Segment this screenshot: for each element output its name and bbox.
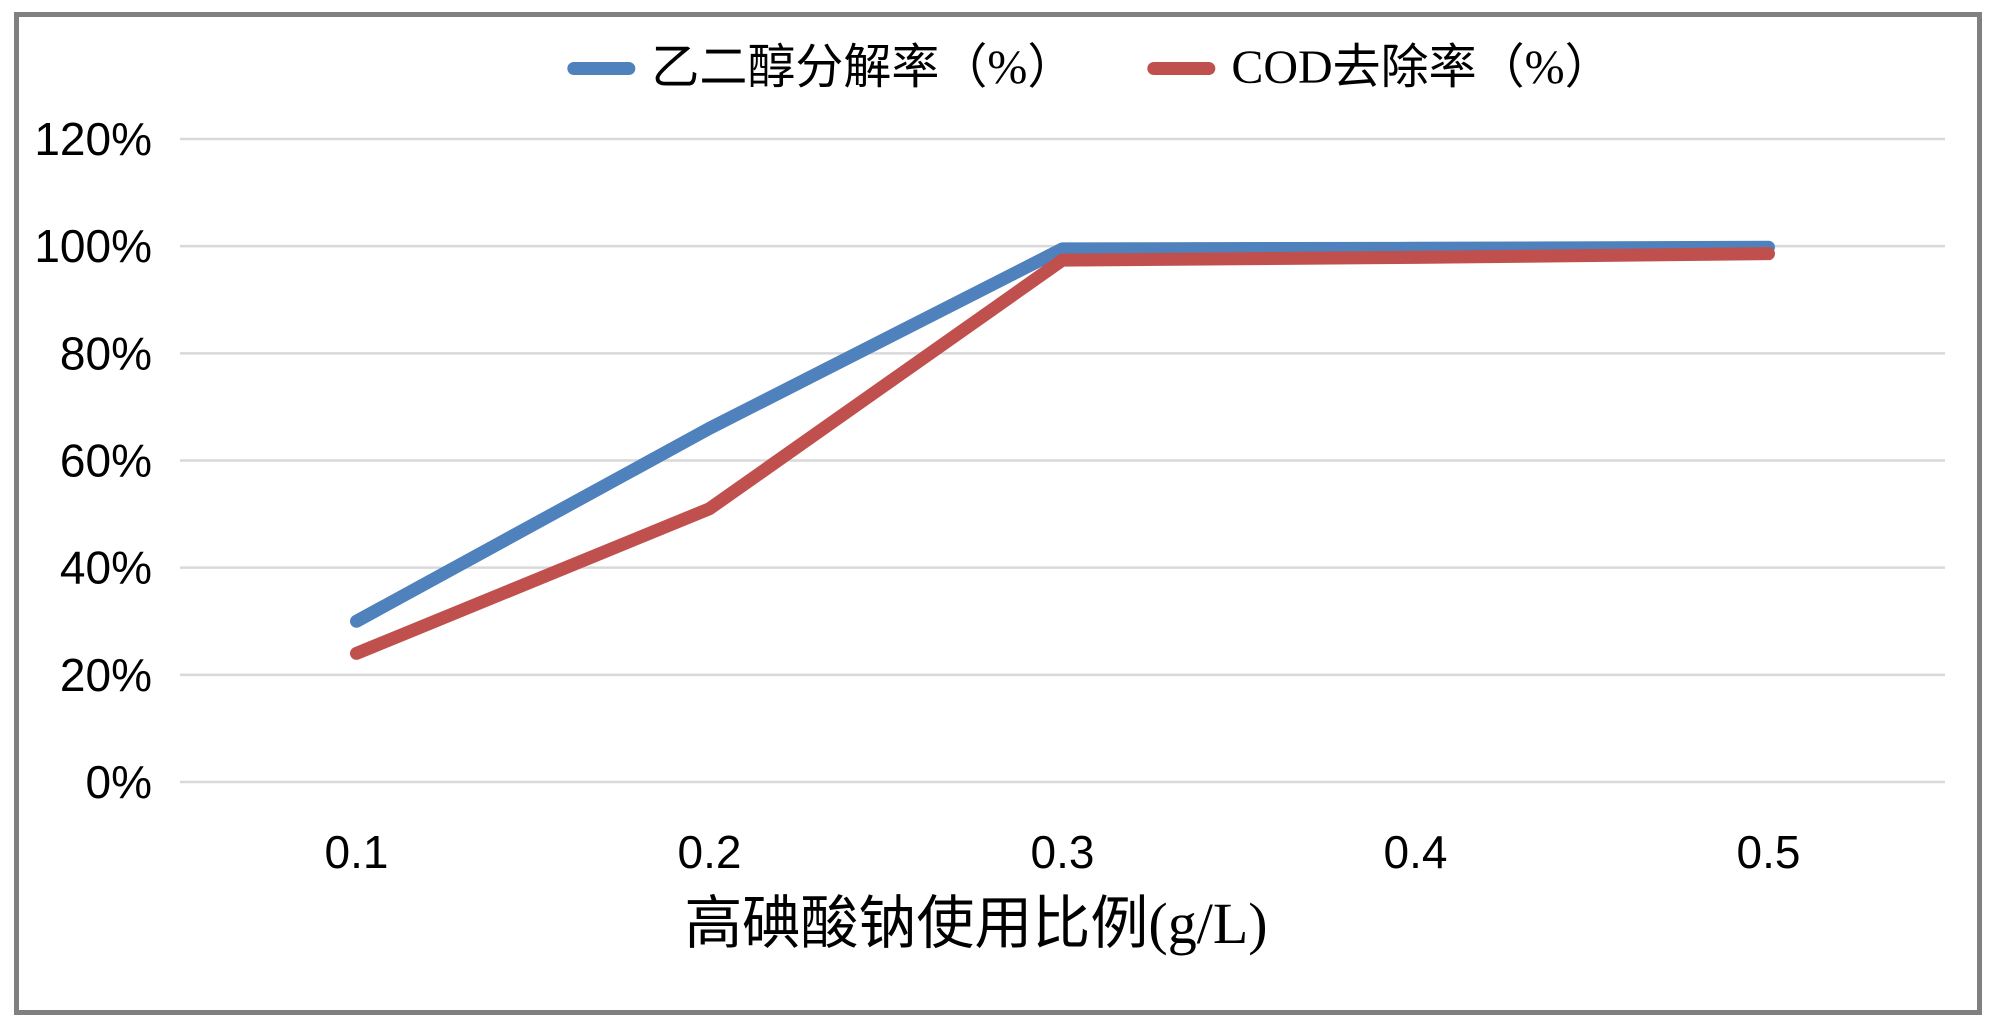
x-tick-label: 0.2	[678, 826, 742, 878]
y-tick-label: 80%	[60, 327, 152, 379]
y-tick-label: 0%	[86, 756, 152, 808]
legend-line-swatch-red	[1147, 61, 1216, 75]
x-tick-label: 0.1	[325, 826, 389, 878]
legend-item-ethylene-glycol[interactable]: 乙二醇分解率（%）	[567, 44, 1075, 92]
legend-item-cod[interactable]: COD去除率（%）	[1147, 41, 1613, 94]
y-tick-label: 20%	[60, 649, 152, 701]
x-tick-label: 0.4	[1384, 826, 1448, 878]
x-tick-label: 0.3	[1031, 826, 1095, 878]
y-tick-label: 120%	[34, 113, 152, 165]
y-tick-label: 100%	[34, 220, 152, 272]
series-line-cod[interactable]	[350, 247, 1775, 660]
series-line-ethylene-glycol[interactable]	[350, 240, 1775, 628]
legend-label-cod: COD去除率（%）	[1231, 41, 1613, 94]
x-axis-title: 高碘酸钠使用比例(g/L)	[684, 891, 1268, 956]
y-tick-label: 60%	[60, 435, 152, 487]
x-tick-label: 0.5	[1737, 826, 1801, 878]
y-tick-label: 40%	[60, 542, 152, 594]
chart-legend: 乙二醇分解率（%） COD去除率（%）	[567, 41, 1613, 94]
legend-line-swatch-blue	[567, 61, 636, 75]
legend-label-ethylene-glycol: 乙二醇分解率（%）	[651, 41, 1076, 94]
